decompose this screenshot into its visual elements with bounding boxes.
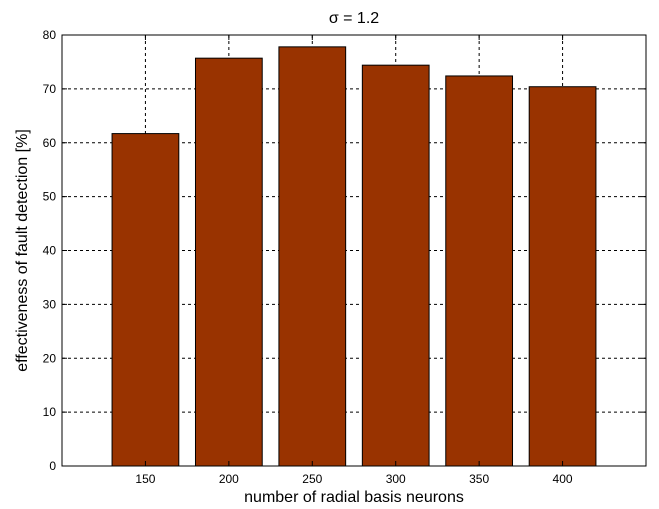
chart-title: σ = 1.2 [329,10,379,27]
bar [278,46,347,467]
bar [194,57,263,467]
x-tick-label: 400 [553,472,573,486]
y-tick-label: 10 [43,405,57,419]
y-tick-label: 80 [43,28,57,42]
x-tick-label: 250 [302,472,322,486]
bar [361,64,430,467]
y-axis-title: effectiveness of fault detection [%] [14,129,31,372]
bar [528,86,597,467]
y-tick-label: 20 [43,351,57,365]
x-tick-label: 150 [135,472,155,486]
tick-layer: 0 10 20 30 40 50 60 70 80 150 200 250 300 350 400 [43,28,646,486]
y-tick-label: 50 [43,190,57,204]
y-tick-label: 30 [43,297,57,311]
x-tick-label: 200 [219,472,239,486]
bar [111,133,180,467]
bar-layer [111,46,597,467]
x-axis-title: number of radial basis neurons [244,489,464,506]
bar [445,75,514,467]
x-tick-label: 350 [469,472,489,486]
x-tick-label: 300 [386,472,406,486]
y-tick-label: 0 [49,459,56,473]
y-tick-label: 60 [43,136,57,150]
y-tick-label: 70 [43,82,57,96]
y-tick-label: 40 [43,244,57,258]
